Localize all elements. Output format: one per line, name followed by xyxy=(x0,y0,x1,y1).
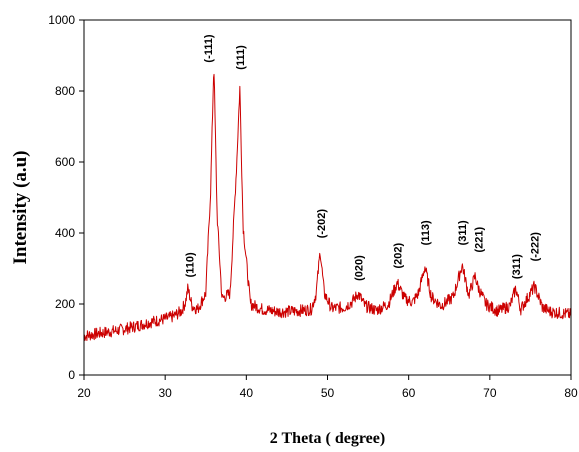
peak-label: (221) xyxy=(474,226,486,252)
peak-label: (-222) xyxy=(530,232,542,262)
series-layer xyxy=(83,73,572,342)
y-tick-label: 0 xyxy=(68,368,75,382)
y-tick-label: 1000 xyxy=(48,13,75,27)
x-tick-label: 40 xyxy=(240,386,254,400)
peak-label: (202) xyxy=(392,242,404,268)
peak-label: (-111) xyxy=(203,34,215,62)
x-tick-label: 50 xyxy=(321,386,335,400)
y-tick-label: 800 xyxy=(55,84,75,98)
peak-label: (311) xyxy=(511,254,523,279)
peak-label: (113) xyxy=(420,220,432,245)
peak-labels: (110) (-111) (111) (-202) (020) (202) (113) (31… xyxy=(185,34,542,281)
peak-label: (111) xyxy=(235,45,247,70)
plot-frame xyxy=(83,19,572,376)
peak-label: (110) xyxy=(185,252,197,277)
peak-label: (-202) xyxy=(316,209,328,239)
y-tick-label: 400 xyxy=(55,226,75,240)
y-axis-title: Intensity (a.u) xyxy=(10,150,31,264)
y-axis-ticks: 0 200 400 600 800 1000 xyxy=(48,13,84,382)
y-tick-label: 200 xyxy=(55,297,75,311)
x-tick-label: 20 xyxy=(77,386,91,400)
peak-label: (020) xyxy=(353,255,365,281)
x-axis-ticks: 20 30 40 50 60 70 80 xyxy=(77,375,578,400)
x-tick-label: 30 xyxy=(158,386,172,400)
x-tick-label: 70 xyxy=(483,386,497,400)
x-tick-label: 80 xyxy=(564,386,578,400)
y-tick-label: 600 xyxy=(55,155,75,169)
peak-label: (311) xyxy=(457,220,469,245)
x-tick-label: 60 xyxy=(402,386,416,400)
series-line xyxy=(83,73,572,342)
x-axis-title: 2 Theta ( degree) xyxy=(270,430,385,447)
